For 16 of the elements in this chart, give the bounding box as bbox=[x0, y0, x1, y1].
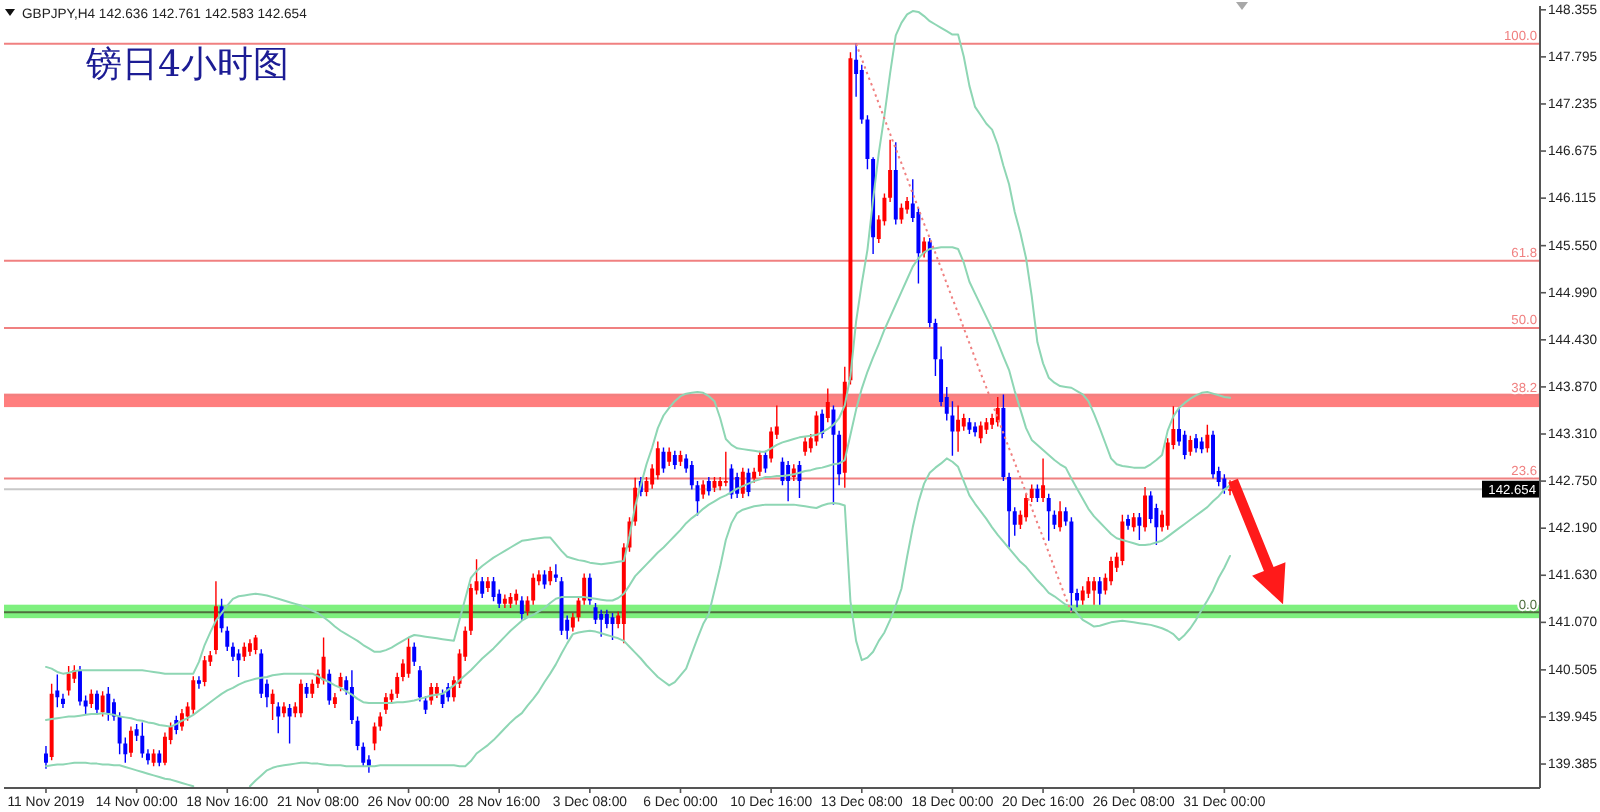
candlestick bbox=[1126, 514, 1131, 530]
candlestick bbox=[485, 576, 490, 593]
candlestick bbox=[973, 422, 978, 437]
candlestick bbox=[599, 609, 604, 637]
candlestick bbox=[1041, 458, 1046, 503]
candlestick bbox=[196, 676, 201, 689]
candlestick bbox=[723, 451, 728, 487]
candlestick bbox=[502, 594, 507, 609]
candlestick bbox=[1092, 576, 1097, 605]
candlestick bbox=[701, 480, 706, 499]
candlestick bbox=[332, 692, 337, 709]
line-series bbox=[44, 246, 1232, 728]
candlestick bbox=[247, 639, 252, 656]
candlestick bbox=[956, 405, 961, 452]
candlestick bbox=[281, 702, 286, 718]
text: 镑日4小时图 bbox=[84, 44, 289, 86]
